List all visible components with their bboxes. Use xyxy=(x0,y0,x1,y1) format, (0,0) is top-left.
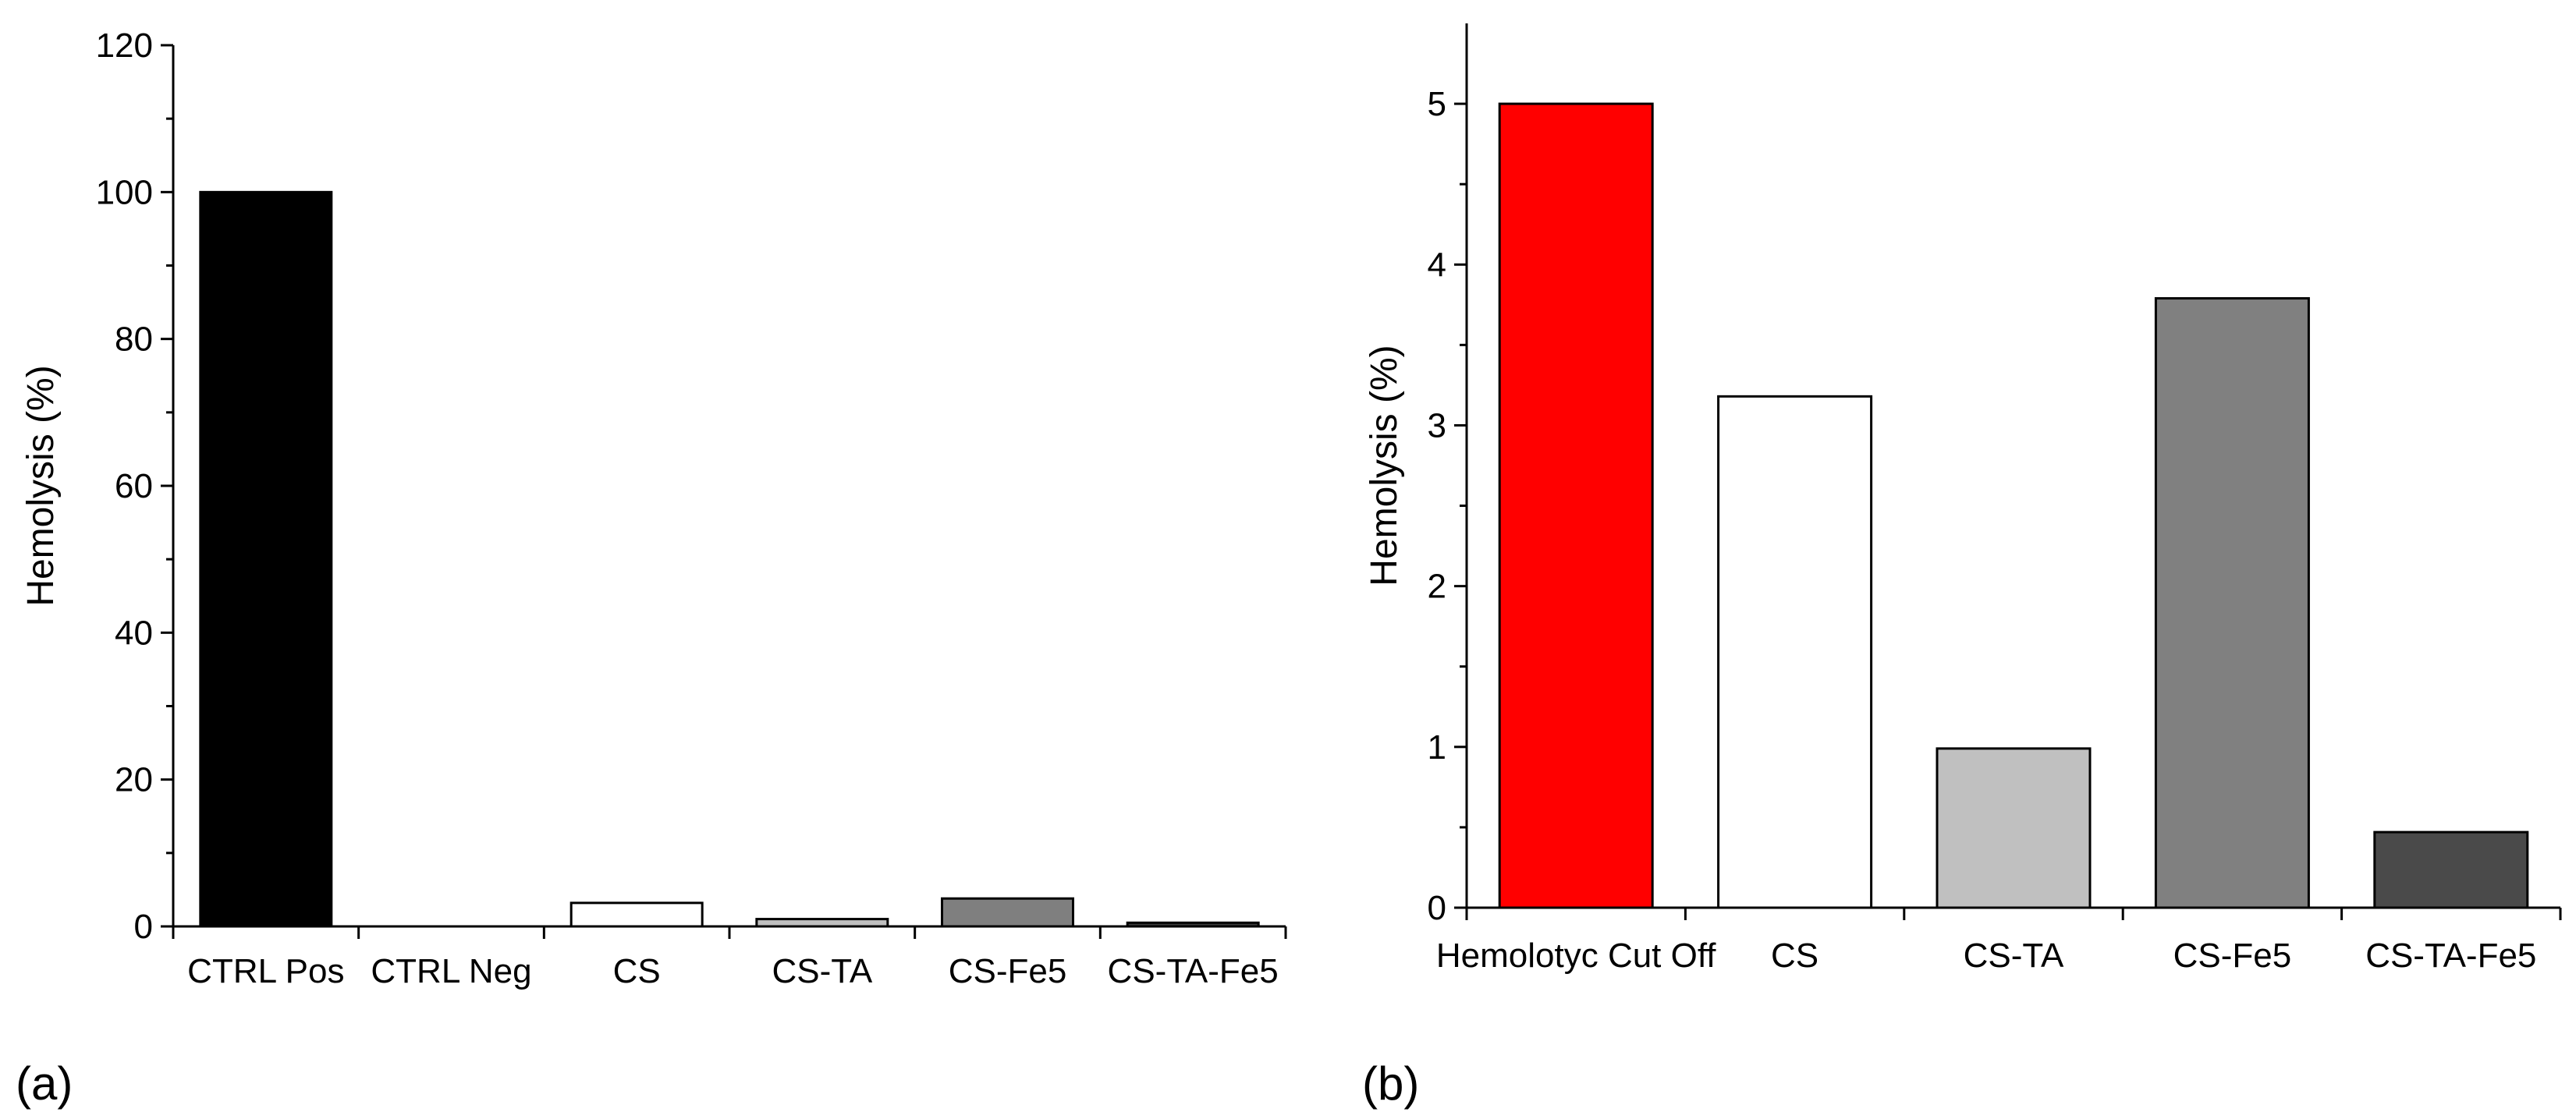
y-tick-label: 100 xyxy=(96,173,153,211)
y-tick-label: 20 xyxy=(115,761,153,799)
bar-hemolotyc-cut-off xyxy=(1498,102,1654,909)
y-tick-label: 0 xyxy=(134,908,153,946)
chart-panel-a: 0 20 40 60 80 100 120 CTRL Pos CTRL Neg CS CS-TA CS… xyxy=(16,27,1287,1110)
bar-ctrl-pos xyxy=(199,190,333,928)
x-category-label: CS-TA-Fe5 xyxy=(2365,937,2536,975)
x-category-label: CS-TA-Fe5 xyxy=(1108,952,1279,990)
bar-cs xyxy=(1717,395,1873,909)
x-category-label: CTRL Pos xyxy=(187,952,344,990)
y-tick-label: 3 xyxy=(1428,406,1446,444)
y-tick-label: 120 xyxy=(96,27,153,65)
y-tick-label: 2 xyxy=(1428,568,1446,606)
x-category-label: CS-TA xyxy=(1964,937,2064,975)
bar-cs xyxy=(569,901,704,928)
x-category-label: CS-Fe5 xyxy=(2173,937,2292,975)
y-tick-label: 5 xyxy=(1428,85,1446,123)
panel-label: (b) xyxy=(1362,1057,1419,1110)
x-category-label: CS xyxy=(613,952,661,990)
y-tick-label: 4 xyxy=(1428,246,1446,284)
x-category-label: CS-Fe5 xyxy=(949,952,1067,990)
y-tick-label: 40 xyxy=(115,614,153,652)
panel-label: (a) xyxy=(16,1057,73,1110)
y-tick-label: 0 xyxy=(1428,889,1446,927)
x-category-label: Hemolotyc Cut Off xyxy=(1436,937,1716,975)
x-category-label: CS xyxy=(1771,937,1818,975)
y-tick-label: 60 xyxy=(115,467,153,505)
chart-panel-b: 0 1 2 3 4 5 Hemolotyc Cut Off CS CS-TA CS-Fe5 CS-T… xyxy=(1362,23,2562,1110)
y-axis-title: Hemolysis (%) xyxy=(20,365,62,606)
bar-cs-fe5 xyxy=(941,897,1074,928)
y-tick-label: 1 xyxy=(1428,728,1446,767)
y-axis-title: Hemolysis (%) xyxy=(1364,345,1405,586)
bar-cs-ta xyxy=(1936,747,2092,909)
x-category-label: CS-TA xyxy=(772,952,872,990)
y-tick-label: 80 xyxy=(115,320,153,359)
x-category-label: CTRL Neg xyxy=(371,952,531,990)
bar-cs-ta-fe5 xyxy=(2373,830,2529,909)
bar-cs-fe5 xyxy=(2154,297,2310,909)
